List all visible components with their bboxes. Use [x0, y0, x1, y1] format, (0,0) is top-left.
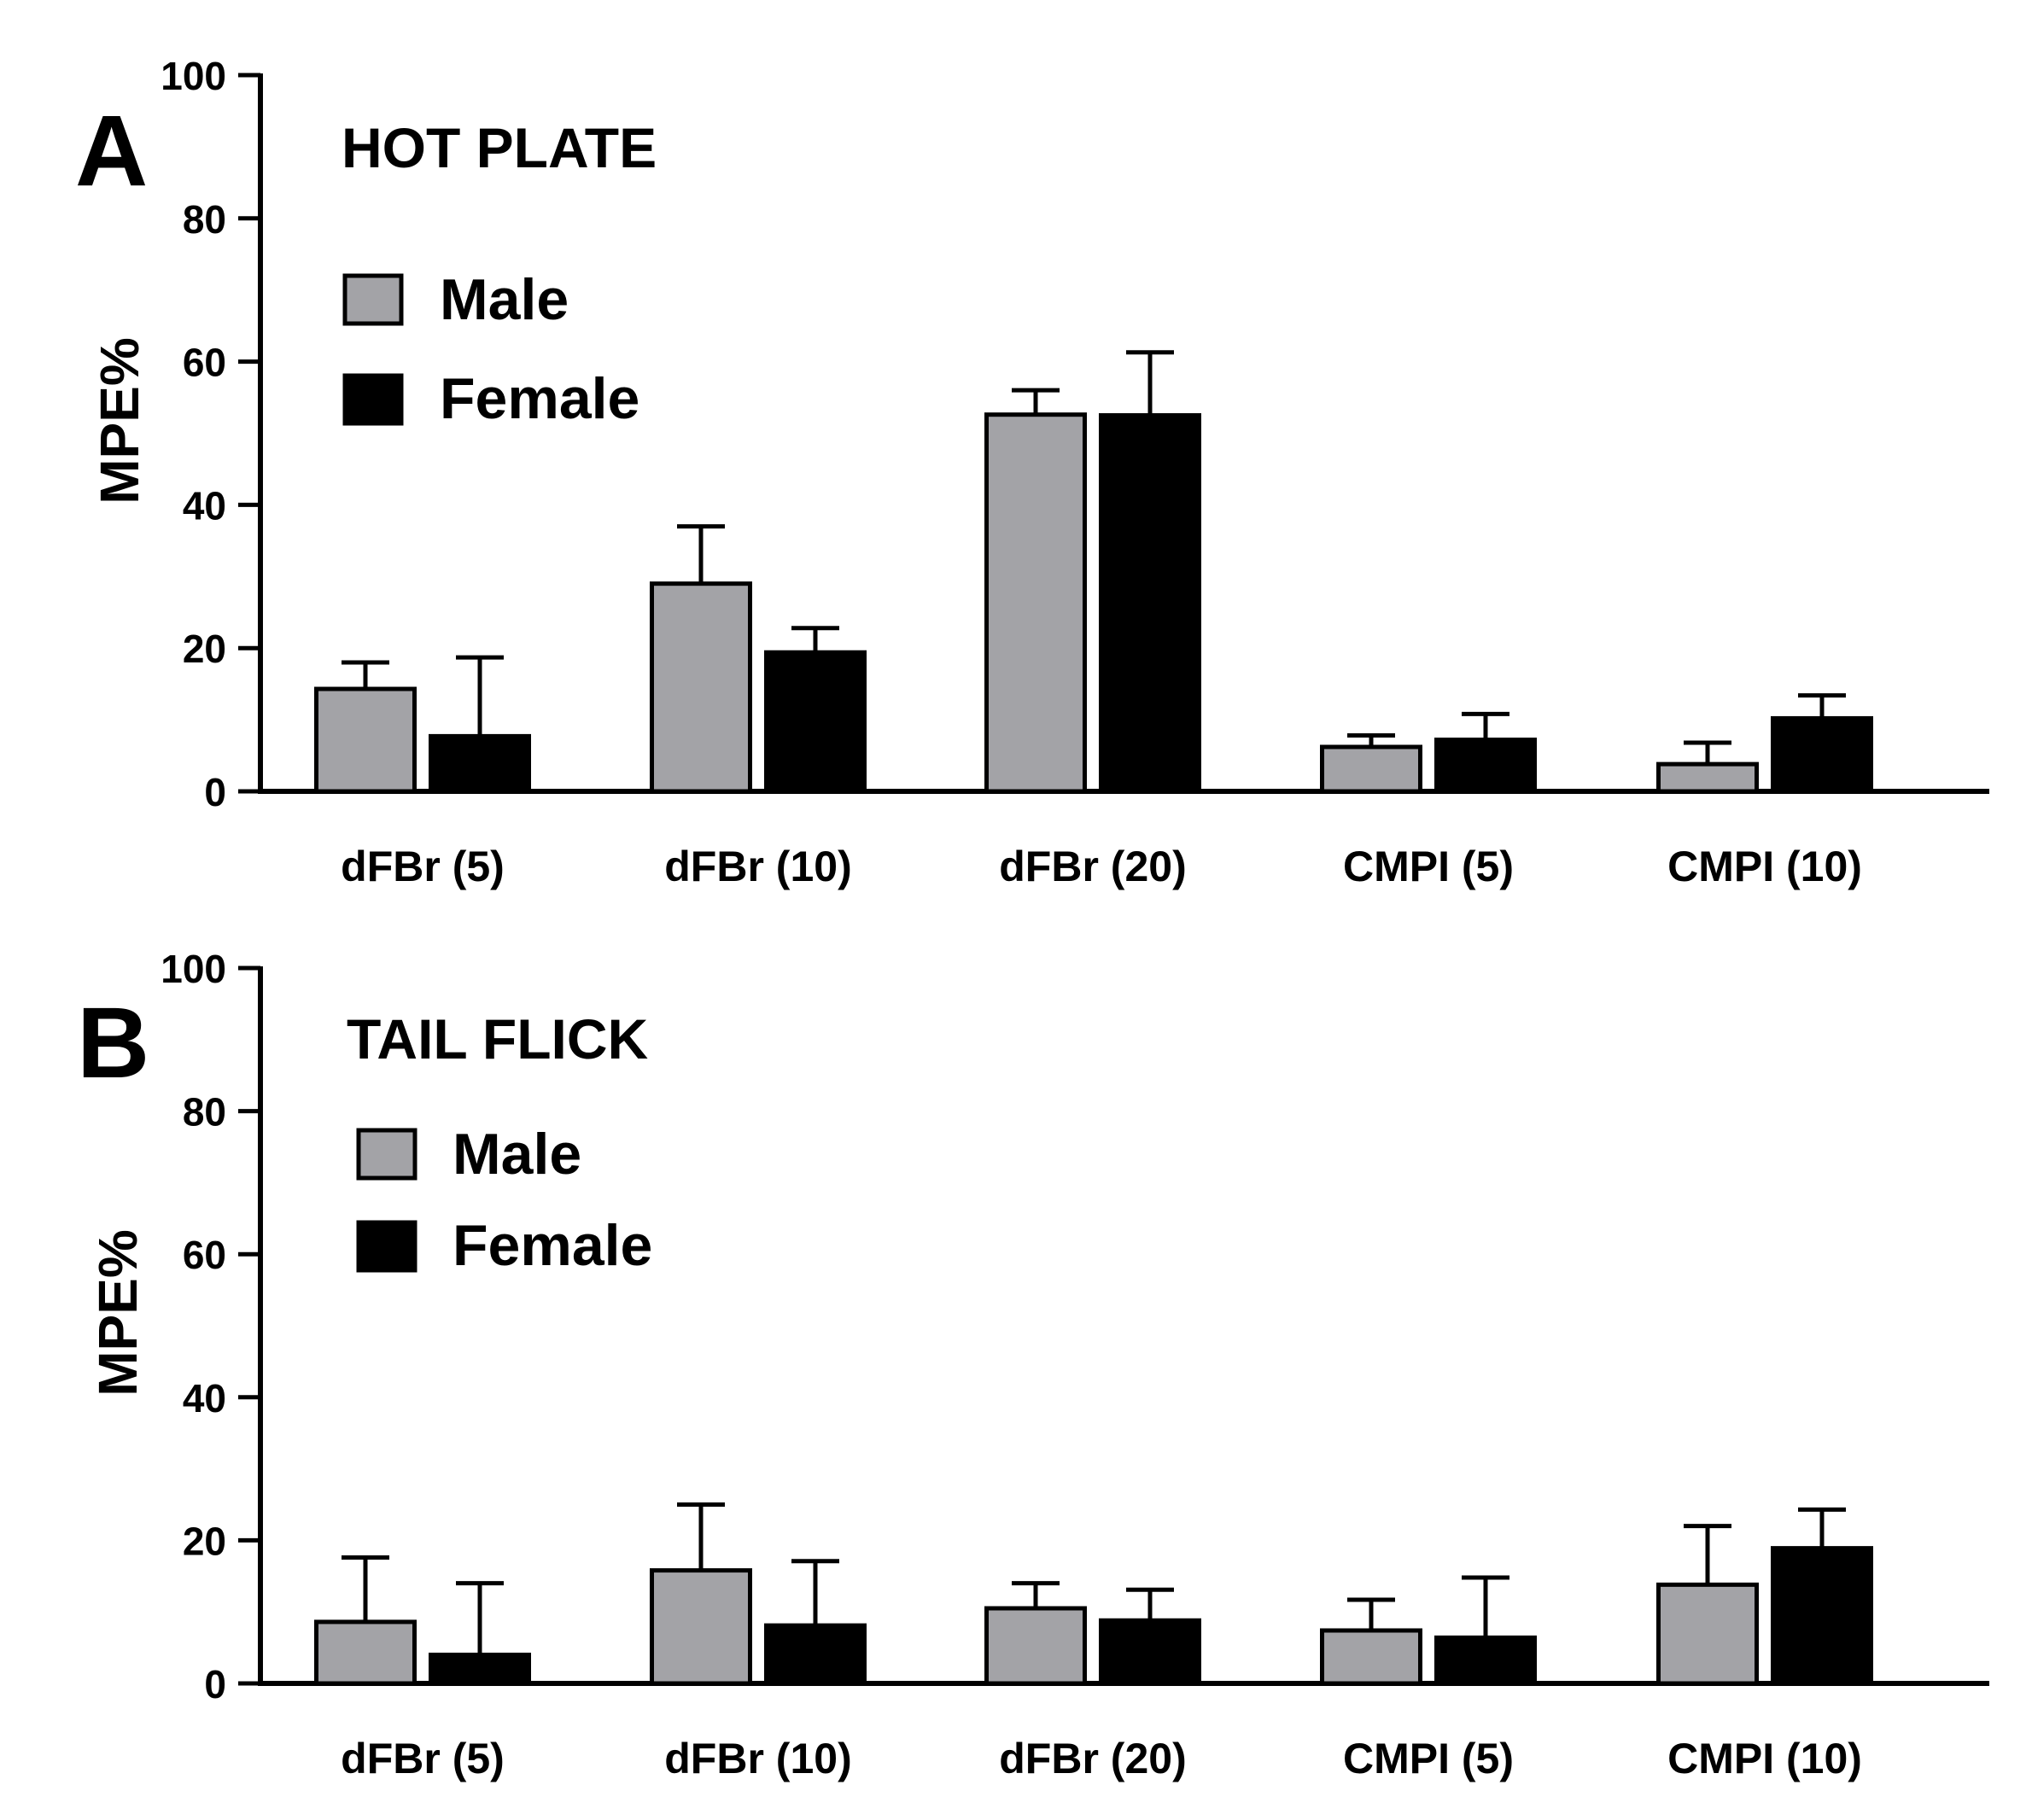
bar-female — [764, 650, 867, 794]
legend-label-female: Female — [440, 366, 639, 431]
x-tick-label: dFBr (10) — [664, 1735, 851, 1782]
y-tick-label: 80 — [183, 1090, 226, 1135]
panel-label: B — [77, 987, 149, 1100]
y-tick-label: 40 — [183, 483, 226, 528]
chart-title: TAIL FLICK — [347, 1007, 649, 1070]
x-tick-label: CMPI (5) — [1343, 1735, 1514, 1782]
bar-male — [650, 1568, 752, 1686]
legend-swatch-male — [356, 1128, 417, 1181]
y-tick-label: 20 — [183, 627, 226, 671]
x-tick-label: dFBr (5) — [341, 843, 505, 890]
bar-male — [314, 686, 417, 794]
bar-female — [429, 733, 531, 794]
legend-swatch-female — [342, 373, 404, 426]
bar-female — [1434, 738, 1537, 794]
x-tick-label: dFBr (20) — [999, 843, 1186, 890]
x-tick-label: dFBr (5) — [341, 1735, 505, 1782]
chart-panel-b: 0 20 40 60 80 100 MPE% B TAIL FLICK Male Female dFB… — [77, 947, 1989, 1782]
bar-male — [984, 1606, 1087, 1686]
y-tick-label: 100 — [161, 54, 226, 98]
legend-label-male: Male — [440, 267, 569, 332]
y-tick-label: 80 — [183, 197, 226, 242]
y-tick-label: 100 — [161, 947, 226, 991]
y-tick-label: 60 — [183, 341, 226, 385]
bar-female — [429, 1652, 531, 1686]
bar-female — [1434, 1635, 1537, 1686]
bar-female — [1099, 1618, 1201, 1686]
y-axis-label: MPE% — [87, 1229, 149, 1397]
x-tick-label: CMPI (10) — [1667, 1735, 1862, 1782]
legend-swatch-female — [356, 1220, 417, 1273]
bar-male — [1320, 744, 1422, 794]
bar-female — [1771, 1546, 1873, 1686]
bar-male — [314, 1619, 417, 1686]
legend-label-female: Female — [453, 1213, 652, 1278]
y-tick-label: 20 — [183, 1519, 226, 1563]
bar-male — [984, 412, 1087, 794]
y-tick-label: 0 — [204, 770, 226, 814]
legend-label-male: Male — [453, 1122, 581, 1187]
y-tick-label: 0 — [204, 1662, 226, 1706]
legend-swatch-male — [342, 273, 404, 326]
bar-female — [764, 1623, 867, 1686]
chart-title: HOT PLATE — [342, 116, 657, 179]
panel-label: A — [75, 95, 148, 207]
x-tick-label: CMPI (10) — [1667, 843, 1862, 890]
bar-male — [1656, 1582, 1759, 1686]
bar-female — [1099, 413, 1201, 794]
chart-panel-a: 0 20 40 60 80 100 MPE% A HOT PLATE Male Female dFBr… — [75, 54, 1989, 890]
bar-male — [1320, 1628, 1422, 1686]
x-tick-label: dFBr (20) — [999, 1735, 1186, 1782]
bar-male — [650, 581, 752, 794]
bar-female — [1771, 715, 1873, 794]
bar-male — [1656, 761, 1759, 794]
y-tick-label: 60 — [183, 1233, 226, 1277]
x-tick-label: dFBr (10) — [664, 843, 851, 890]
y-tick-label: 40 — [183, 1376, 226, 1420]
y-axis-label: MPE% — [89, 337, 150, 505]
x-tick-label: CMPI (5) — [1343, 843, 1514, 890]
